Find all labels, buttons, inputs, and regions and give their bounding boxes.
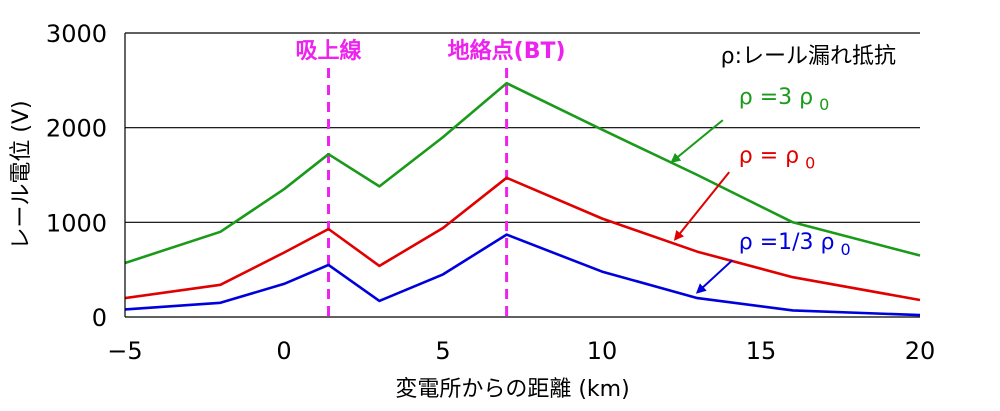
vline-layer <box>327 68 509 317</box>
series-label-subscript: 0 <box>819 95 829 114</box>
series-arrow-0 <box>670 119 724 164</box>
series-label-subscript: 0 <box>841 240 851 259</box>
series-label-subscript: 0 <box>805 154 815 173</box>
series-line-2 <box>124 233 921 317</box>
marker-label-0: 吸上線 <box>296 38 362 64</box>
series-label-1: ρ = ρ 0 <box>739 144 816 173</box>
series-arrow-1 <box>673 171 730 241</box>
series-label-main: ρ =3 ρ <box>739 85 813 110</box>
series-label-main: ρ = ρ <box>739 144 799 169</box>
x-axis-label: 変電所からの距離 (km) <box>395 377 629 402</box>
x-tick-label: −5 <box>107 337 142 365</box>
marker-label-1: 地絡点(BT) <box>448 38 566 64</box>
y-tick-label: 0 <box>92 304 107 332</box>
series-layer <box>124 81 921 317</box>
x-tick-label: 15 <box>746 337 777 365</box>
series-label-main: ρ =1/3 ρ <box>739 230 835 255</box>
chart-note: ρ:レール漏れ抵抗 <box>721 44 896 69</box>
x-tick-label: 5 <box>435 337 450 365</box>
series-label-0: ρ =3 ρ 0 <box>739 85 830 114</box>
x-tick-label: 0 <box>276 337 291 365</box>
grid-layer <box>125 32 920 223</box>
series-arrow-2 <box>695 259 734 294</box>
y-tick-label: 1000 <box>46 209 107 237</box>
x-tick-label: 20 <box>905 337 936 365</box>
y-axis-label: レール電位 (V) <box>9 100 34 249</box>
series-line-0 <box>124 81 921 265</box>
y-tick-label: 3000 <box>46 20 107 48</box>
y-tick-label: 2000 <box>46 115 107 143</box>
series-line-1 <box>124 176 921 302</box>
x-tick-label: 10 <box>587 337 618 365</box>
series-label-2: ρ =1/3 ρ 0 <box>739 230 851 259</box>
